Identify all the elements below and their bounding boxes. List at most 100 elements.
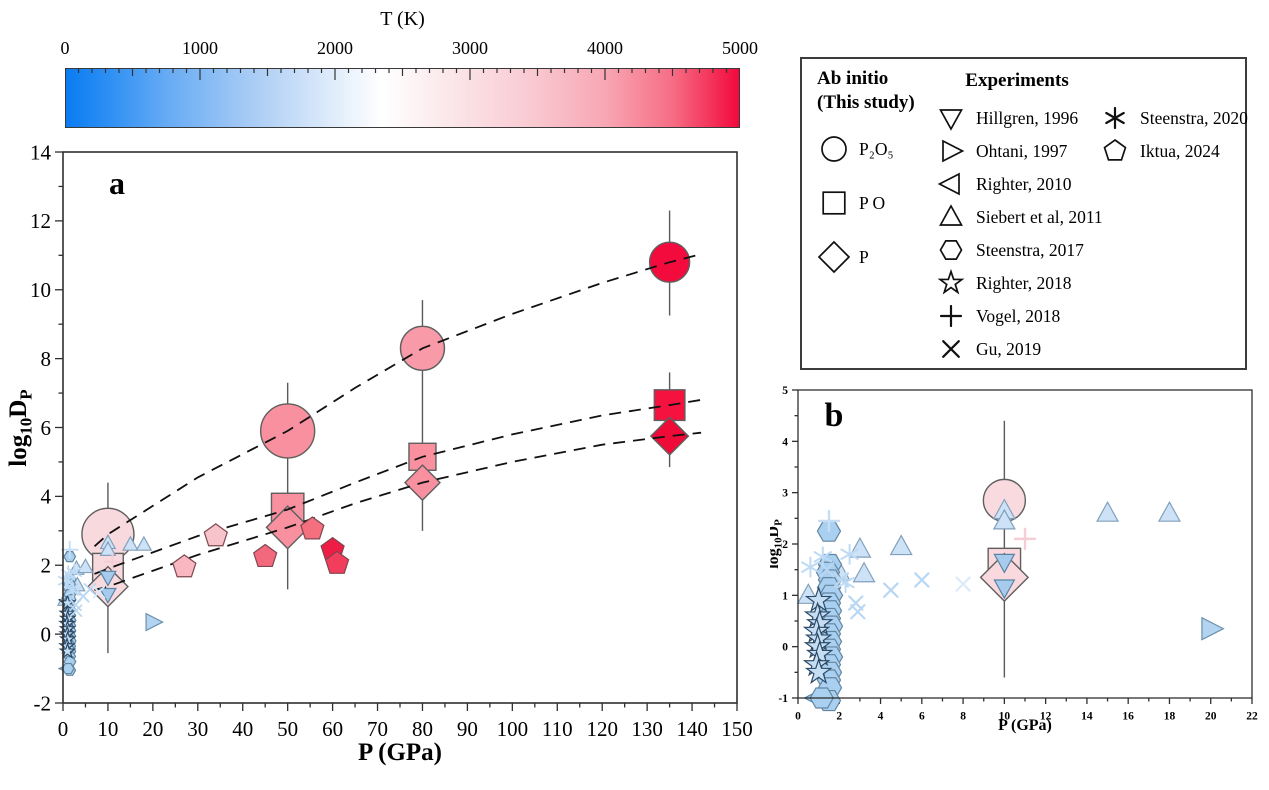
- asterisk-icon: [1105, 106, 1125, 130]
- x-tick-label: 18: [1164, 711, 1176, 723]
- circle-icon: [821, 136, 847, 162]
- exp-steenstra2020: [840, 543, 859, 565]
- triangle-up-icon: [939, 204, 963, 226]
- x-tick-label: 140: [676, 717, 708, 741]
- star-icon: [937, 268, 965, 295]
- x-tick-label: 50: [277, 717, 298, 741]
- legend-item-steenstra2020: Steenstra, 2020: [1098, 103, 1248, 133]
- exp-iktua2024: [172, 554, 197, 578]
- x-tick-label: 150: [721, 717, 753, 741]
- y-tick-label: 4: [782, 436, 788, 448]
- x-tick-label: 10: [999, 711, 1011, 723]
- panel-a-plot: 0 10 20 30 40 50 60 70 80 90 100 110 120 130 140 150-20…: [5, 140, 753, 766]
- triangle-up-icon: [939, 204, 963, 226]
- exp-iktua2024: [203, 523, 228, 547]
- legend-item-circle: P₂O₅: [817, 125, 894, 173]
- legend-item-steenstra2017: Steenstra, 2017: [934, 235, 1103, 265]
- legend-item-vogel2018-label: Vogel, 2018: [976, 305, 1061, 326]
- legend-item-square: P O: [817, 179, 894, 227]
- legend-item-iktua2024-label: Iktua, 2024: [1140, 140, 1220, 161]
- exp-gu2019: [914, 572, 930, 588]
- x-tick-label: 60: [322, 717, 343, 741]
- x-tick-label: 40: [232, 717, 253, 741]
- legend-ab-initio-title-line2: (This study): [817, 91, 915, 113]
- triangle-down-icon: [939, 109, 963, 131]
- exp-siebert2011: [99, 540, 117, 556]
- x-tick-label: 70: [367, 717, 388, 741]
- exp-siebert2011: [135, 535, 153, 551]
- triangle-left-icon: [937, 172, 960, 196]
- x-tick-label: 12: [1040, 711, 1052, 723]
- legend-item-square-label: P O: [859, 192, 886, 213]
- exp-gu2019: [92, 585, 106, 599]
- x-icon: [942, 340, 960, 358]
- legend-item-siebert2011-label: Siebert et al, 2011: [976, 206, 1103, 227]
- legend-item-ohtani1997-label: Ohtani, 1997: [976, 140, 1068, 161]
- x-tick-label: 130: [631, 717, 663, 741]
- x-tick-label: 10: [97, 717, 118, 741]
- x-tick-label: 110: [542, 717, 573, 741]
- y-tick-label: 1: [782, 590, 788, 602]
- exp-steenstra2020: [813, 546, 833, 568]
- y-tick-label: 3: [782, 488, 788, 500]
- triangle-right-icon: [942, 139, 965, 163]
- legend-item-steenstra2017-label: Steenstra, 2017: [976, 239, 1084, 260]
- panel-a: 0 10 20 30 40 50 60 70 80 90 100 110 120 130 140 150-20…: [5, 140, 753, 766]
- exp-siebert2011: [992, 508, 1016, 530]
- x-tick-label: 20: [1205, 711, 1217, 723]
- legend-item-righter2018-label: Righter, 2018: [976, 272, 1072, 293]
- legend-item-gu2019-label: Gu, 2019: [976, 338, 1042, 359]
- y-tick-label: 6: [41, 416, 52, 440]
- colorbar-tick-label: 5000: [722, 38, 758, 58]
- exp-gu2019: [850, 604, 866, 620]
- legend-item-diamond: P: [817, 233, 894, 281]
- trend-line-P2O5: [93, 254, 697, 547]
- y-tick-label: 12: [30, 209, 51, 233]
- x-tick-label: 0: [58, 717, 69, 741]
- legend-experiments-col1: Hillgren, 1996 Ohtani, 1997 Righter, 2010 S…: [934, 103, 1103, 367]
- exp-ohtani1997: [145, 612, 164, 632]
- plot-frame: [797, 389, 1253, 699]
- diamond-icon: [817, 240, 851, 274]
- exp-ohtani1997: [1201, 616, 1225, 641]
- exp-vogel2018: [60, 540, 79, 559]
- hexagon-icon: [939, 240, 963, 260]
- exp-iktua2024: [300, 516, 325, 540]
- x-icon: [942, 340, 960, 358]
- axis-ticks: [55, 151, 738, 711]
- exp-righter2018: [58, 641, 77, 659]
- exp-siebert2011: [77, 558, 94, 574]
- legend-item-iktua2024: Iktua, 2024: [1098, 136, 1248, 166]
- y-tick-label: 8: [41, 347, 52, 371]
- colorbar-tick-label: 4000: [587, 38, 623, 58]
- exp-vogel2018: [1013, 527, 1037, 551]
- x-tick-label: 80: [412, 717, 433, 741]
- exp-hillgren1996: [993, 579, 1016, 600]
- abinitio-P: [979, 552, 1030, 603]
- exp-siebert2011: [852, 561, 876, 583]
- colorbar-title: T (K): [380, 8, 425, 30]
- x-tick-label: 120: [586, 717, 618, 741]
- exp-steenstra2017: [61, 662, 75, 675]
- legend-item-righter2010: Righter, 2010: [934, 169, 1103, 199]
- exp-siebert2011: [122, 535, 139, 551]
- x-axis-label: P (GPa): [358, 739, 442, 766]
- legend-item-hillgren1996-label: Hillgren, 1996: [976, 107, 1079, 128]
- legend-item-hillgren1996: Hillgren, 1996: [934, 103, 1103, 133]
- panel-letter: b: [825, 397, 844, 434]
- colorbar-tick-label: 3000: [452, 38, 488, 58]
- trend-line-P: [94, 431, 702, 591]
- abinitio-P: [649, 416, 690, 456]
- legend-item-steenstra2020-label: Steenstra, 2020: [1140, 107, 1248, 128]
- x-tick-label: 100: [497, 717, 529, 741]
- hexagon-icon: [939, 240, 963, 260]
- exp-hillgren1996: [99, 587, 117, 605]
- colorbar-ticks: [65, 68, 740, 80]
- x-tick-label: 90: [457, 717, 478, 741]
- y-axis-label: log10DP: [5, 389, 36, 466]
- y-tick-label: 2: [782, 539, 788, 551]
- exp-siebert2011: [848, 536, 872, 558]
- panel-letter: a: [109, 165, 125, 201]
- x-tick-label: 20: [142, 717, 163, 741]
